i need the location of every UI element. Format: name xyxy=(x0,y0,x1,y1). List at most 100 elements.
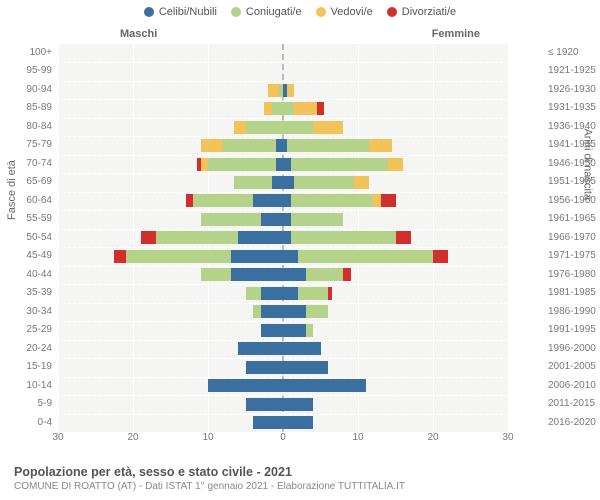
bar-male-g xyxy=(156,231,239,244)
birth-label: 1921-1925 xyxy=(544,62,600,80)
bar-male-g xyxy=(193,194,253,207)
pyramid-row xyxy=(58,81,508,99)
birth-label: 2006-2010 xyxy=(544,377,600,395)
bar-female-d xyxy=(317,102,325,115)
bar-female-v xyxy=(294,102,317,115)
age-label: 25-29 xyxy=(0,321,56,339)
pyramid-row xyxy=(58,266,508,284)
age-label: 35-39 xyxy=(0,284,56,302)
legend-swatch xyxy=(144,7,154,17)
pyramid-row xyxy=(58,358,508,376)
age-label: 15-19 xyxy=(0,358,56,376)
bar-male-g xyxy=(223,139,276,152)
pyramid-row xyxy=(58,321,508,339)
birth-label: 1976-1980 xyxy=(544,266,600,284)
bar-female-c xyxy=(283,158,291,171)
x-tick: 20 xyxy=(127,432,138,443)
bar-female-c xyxy=(283,231,291,244)
bar-female-c xyxy=(283,250,298,263)
pyramid-row xyxy=(58,155,508,173)
bar-female-g xyxy=(291,213,344,226)
bar-female-v xyxy=(373,194,381,207)
legend-item: Vedovi/e xyxy=(316,6,373,18)
bar-female-g xyxy=(294,176,354,189)
age-axis: 100+95-9990-9485-8980-8475-7970-7465-696… xyxy=(0,44,56,432)
legend-item: Celibi/Nubili xyxy=(144,6,217,18)
bar-female-c xyxy=(283,398,313,411)
age-label: 75-79 xyxy=(0,136,56,154)
age-label: 70-74 xyxy=(0,155,56,173)
birth-label: 1996-2000 xyxy=(544,340,600,358)
bar-female-d xyxy=(343,268,351,281)
bar-female-c xyxy=(283,416,313,429)
bar-female-c xyxy=(283,342,321,355)
bar-male-c xyxy=(238,342,283,355)
x-tick: 10 xyxy=(352,432,363,443)
age-label: 0-4 xyxy=(0,414,56,432)
bar-male-d xyxy=(197,158,201,171)
bar-male-g xyxy=(234,176,272,189)
bar-female-c xyxy=(283,379,366,392)
bar-male-g xyxy=(272,102,283,115)
bar-female-g xyxy=(283,102,294,115)
age-label: 65-69 xyxy=(0,173,56,191)
birth-label: 1981-1985 xyxy=(544,284,600,302)
bar-male-d xyxy=(141,231,156,244)
birth-label: 1936-1940 xyxy=(544,118,600,136)
bar-male-c xyxy=(261,287,284,300)
pyramid-row xyxy=(58,210,508,228)
bar-male-g xyxy=(246,287,261,300)
bar-male-c xyxy=(261,324,284,337)
bar-male-g xyxy=(253,305,261,318)
bar-female-d xyxy=(381,194,396,207)
pyramid-row xyxy=(58,99,508,117)
age-label: 60-64 xyxy=(0,192,56,210)
bar-female-d xyxy=(396,231,411,244)
bar-male-c xyxy=(231,250,284,263)
bar-female-c xyxy=(283,176,294,189)
bar-female-g xyxy=(291,231,396,244)
bar-female-c xyxy=(283,361,328,374)
bar-female-g xyxy=(306,305,329,318)
pyramid-row xyxy=(58,44,508,62)
bar-female-c xyxy=(283,305,306,318)
legend-label: Divorziati/e xyxy=(402,6,456,18)
bar-male-g xyxy=(126,250,231,263)
bar-female-v xyxy=(287,84,295,97)
pyramid-row xyxy=(58,136,508,154)
x-tick: 20 xyxy=(427,432,438,443)
bar-male-c xyxy=(246,361,284,374)
bar-female-g xyxy=(283,121,313,134)
birth-label: 1971-1975 xyxy=(544,247,600,265)
birth-year-axis: ≤ 19201921-19251926-19301931-19351936-19… xyxy=(544,44,600,432)
age-label: 45-49 xyxy=(0,247,56,265)
bar-female-g xyxy=(287,139,370,152)
birth-label: 1931-1935 xyxy=(544,99,600,117)
birth-label: 2016-2020 xyxy=(544,414,600,432)
bar-female-g xyxy=(291,158,389,171)
x-tick: 0 xyxy=(280,432,286,443)
pyramid-row xyxy=(58,118,508,136)
bar-male-c xyxy=(261,305,284,318)
pyramid-row xyxy=(58,414,508,432)
bar-female-v xyxy=(313,121,343,134)
bar-female-d xyxy=(328,287,332,300)
legend-label: Vedovi/e xyxy=(331,6,373,18)
age-label: 20-24 xyxy=(0,340,56,358)
birth-label: ≤ 1920 xyxy=(544,44,600,62)
age-label: 30-34 xyxy=(0,303,56,321)
birth-label: 1941-1945 xyxy=(544,136,600,154)
male-label: Maschi xyxy=(120,28,157,40)
bar-male-g xyxy=(201,213,261,226)
chart-title: Popolazione per età, sesso e stato civil… xyxy=(14,465,590,479)
bar-male-c xyxy=(261,213,284,226)
pyramid-row xyxy=(58,395,508,413)
bar-female-c xyxy=(283,287,298,300)
birth-label: 1956-1960 xyxy=(544,192,600,210)
bar-female-c xyxy=(283,194,291,207)
pyramid-row xyxy=(58,229,508,247)
birth-label: 1951-1955 xyxy=(544,173,600,191)
age-label: 90-94 xyxy=(0,81,56,99)
pyramid-row xyxy=(58,284,508,302)
pyramid-row xyxy=(58,62,508,80)
